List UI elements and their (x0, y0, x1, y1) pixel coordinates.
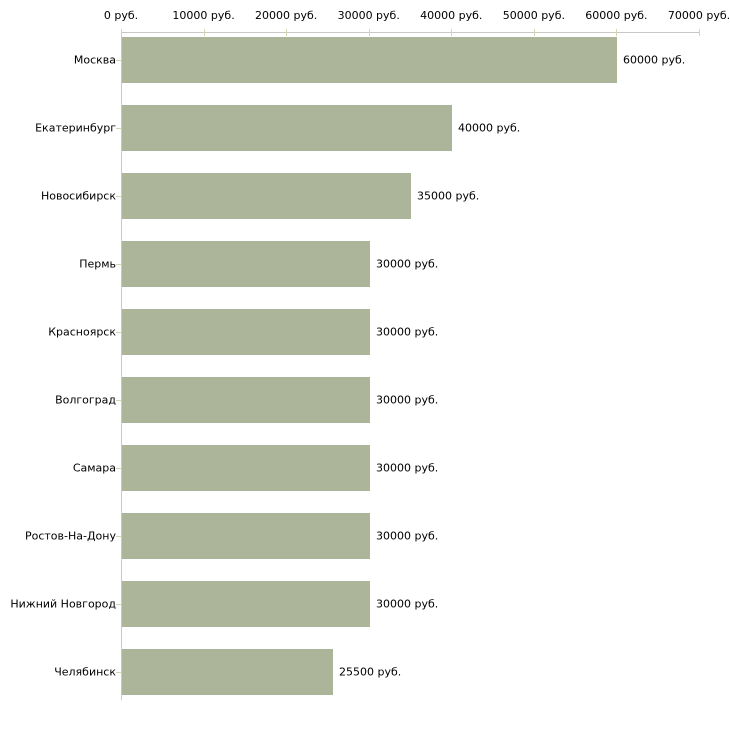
bar (122, 649, 333, 695)
category-label: Красноярск (48, 325, 116, 339)
y-axis-tick-mark (116, 400, 121, 401)
x-axis-tick-label: 30000 руб. (337, 9, 400, 22)
bar (122, 445, 370, 491)
value-label: 30000 руб. (376, 461, 439, 475)
y-axis-tick-mark (116, 672, 121, 673)
x-axis-tick-mark (121, 29, 122, 36)
value-label: 35000 руб. (417, 189, 480, 203)
bar (122, 241, 370, 287)
y-axis-tick-mark (116, 604, 121, 605)
x-axis-tick-label: 60000 руб. (585, 9, 648, 22)
value-label: 30000 руб. (376, 325, 439, 339)
category-label: Челябинск (54, 665, 116, 679)
x-axis-line (121, 32, 699, 33)
x-axis-tick-mark (699, 29, 700, 36)
category-label: Екатеринбург (35, 121, 116, 135)
bar (122, 377, 370, 423)
bar (122, 309, 370, 355)
y-axis-tick-mark (116, 128, 121, 129)
x-axis-tick-mark (286, 29, 288, 36)
category-label: Самара (72, 461, 116, 475)
category-label: Ростов-На-Дону (24, 529, 116, 543)
y-axis-line (121, 32, 122, 700)
y-axis-tick-mark (116, 468, 121, 469)
category-label: Новосибирск (40, 189, 116, 203)
x-axis-tick-mark (616, 29, 618, 36)
x-axis-tick-mark (533, 29, 535, 36)
value-label: 60000 руб. (623, 53, 686, 67)
x-axis-tick-label: 70000 руб. (667, 9, 730, 22)
x-axis-tick-label: 20000 руб. (255, 9, 318, 22)
value-label: 40000 руб. (458, 121, 521, 135)
bar (122, 37, 617, 83)
category-label: Нижний Новгород (10, 597, 116, 611)
x-axis-tick-mark (451, 29, 453, 36)
bar (122, 581, 370, 627)
value-label: 30000 руб. (376, 393, 439, 407)
value-label: 25500 руб. (339, 665, 402, 679)
bar (122, 513, 370, 559)
y-axis-tick-mark (116, 60, 121, 61)
value-label: 30000 руб. (376, 597, 439, 611)
bar (122, 173, 411, 219)
value-label: 30000 руб. (376, 257, 439, 271)
x-axis-tick-mark (368, 29, 370, 36)
y-axis-tick-mark (116, 264, 121, 265)
category-label: Пермь (79, 257, 116, 271)
x-axis-tick-label: 40000 руб. (420, 9, 483, 22)
y-axis-tick-mark (116, 332, 121, 333)
x-axis-tick-label: 50000 руб. (502, 9, 565, 22)
y-axis-tick-mark (116, 536, 121, 537)
x-axis-tick-label: 10000 руб. (172, 9, 235, 22)
value-label: 30000 руб. (376, 529, 439, 543)
category-label: Москва (73, 53, 116, 67)
x-axis-tick-label: 0 руб. (103, 9, 139, 22)
y-axis-tick-mark (116, 196, 121, 197)
category-label: Волгоград (55, 393, 116, 407)
x-axis-tick-mark (203, 29, 205, 36)
bar (122, 105, 452, 151)
